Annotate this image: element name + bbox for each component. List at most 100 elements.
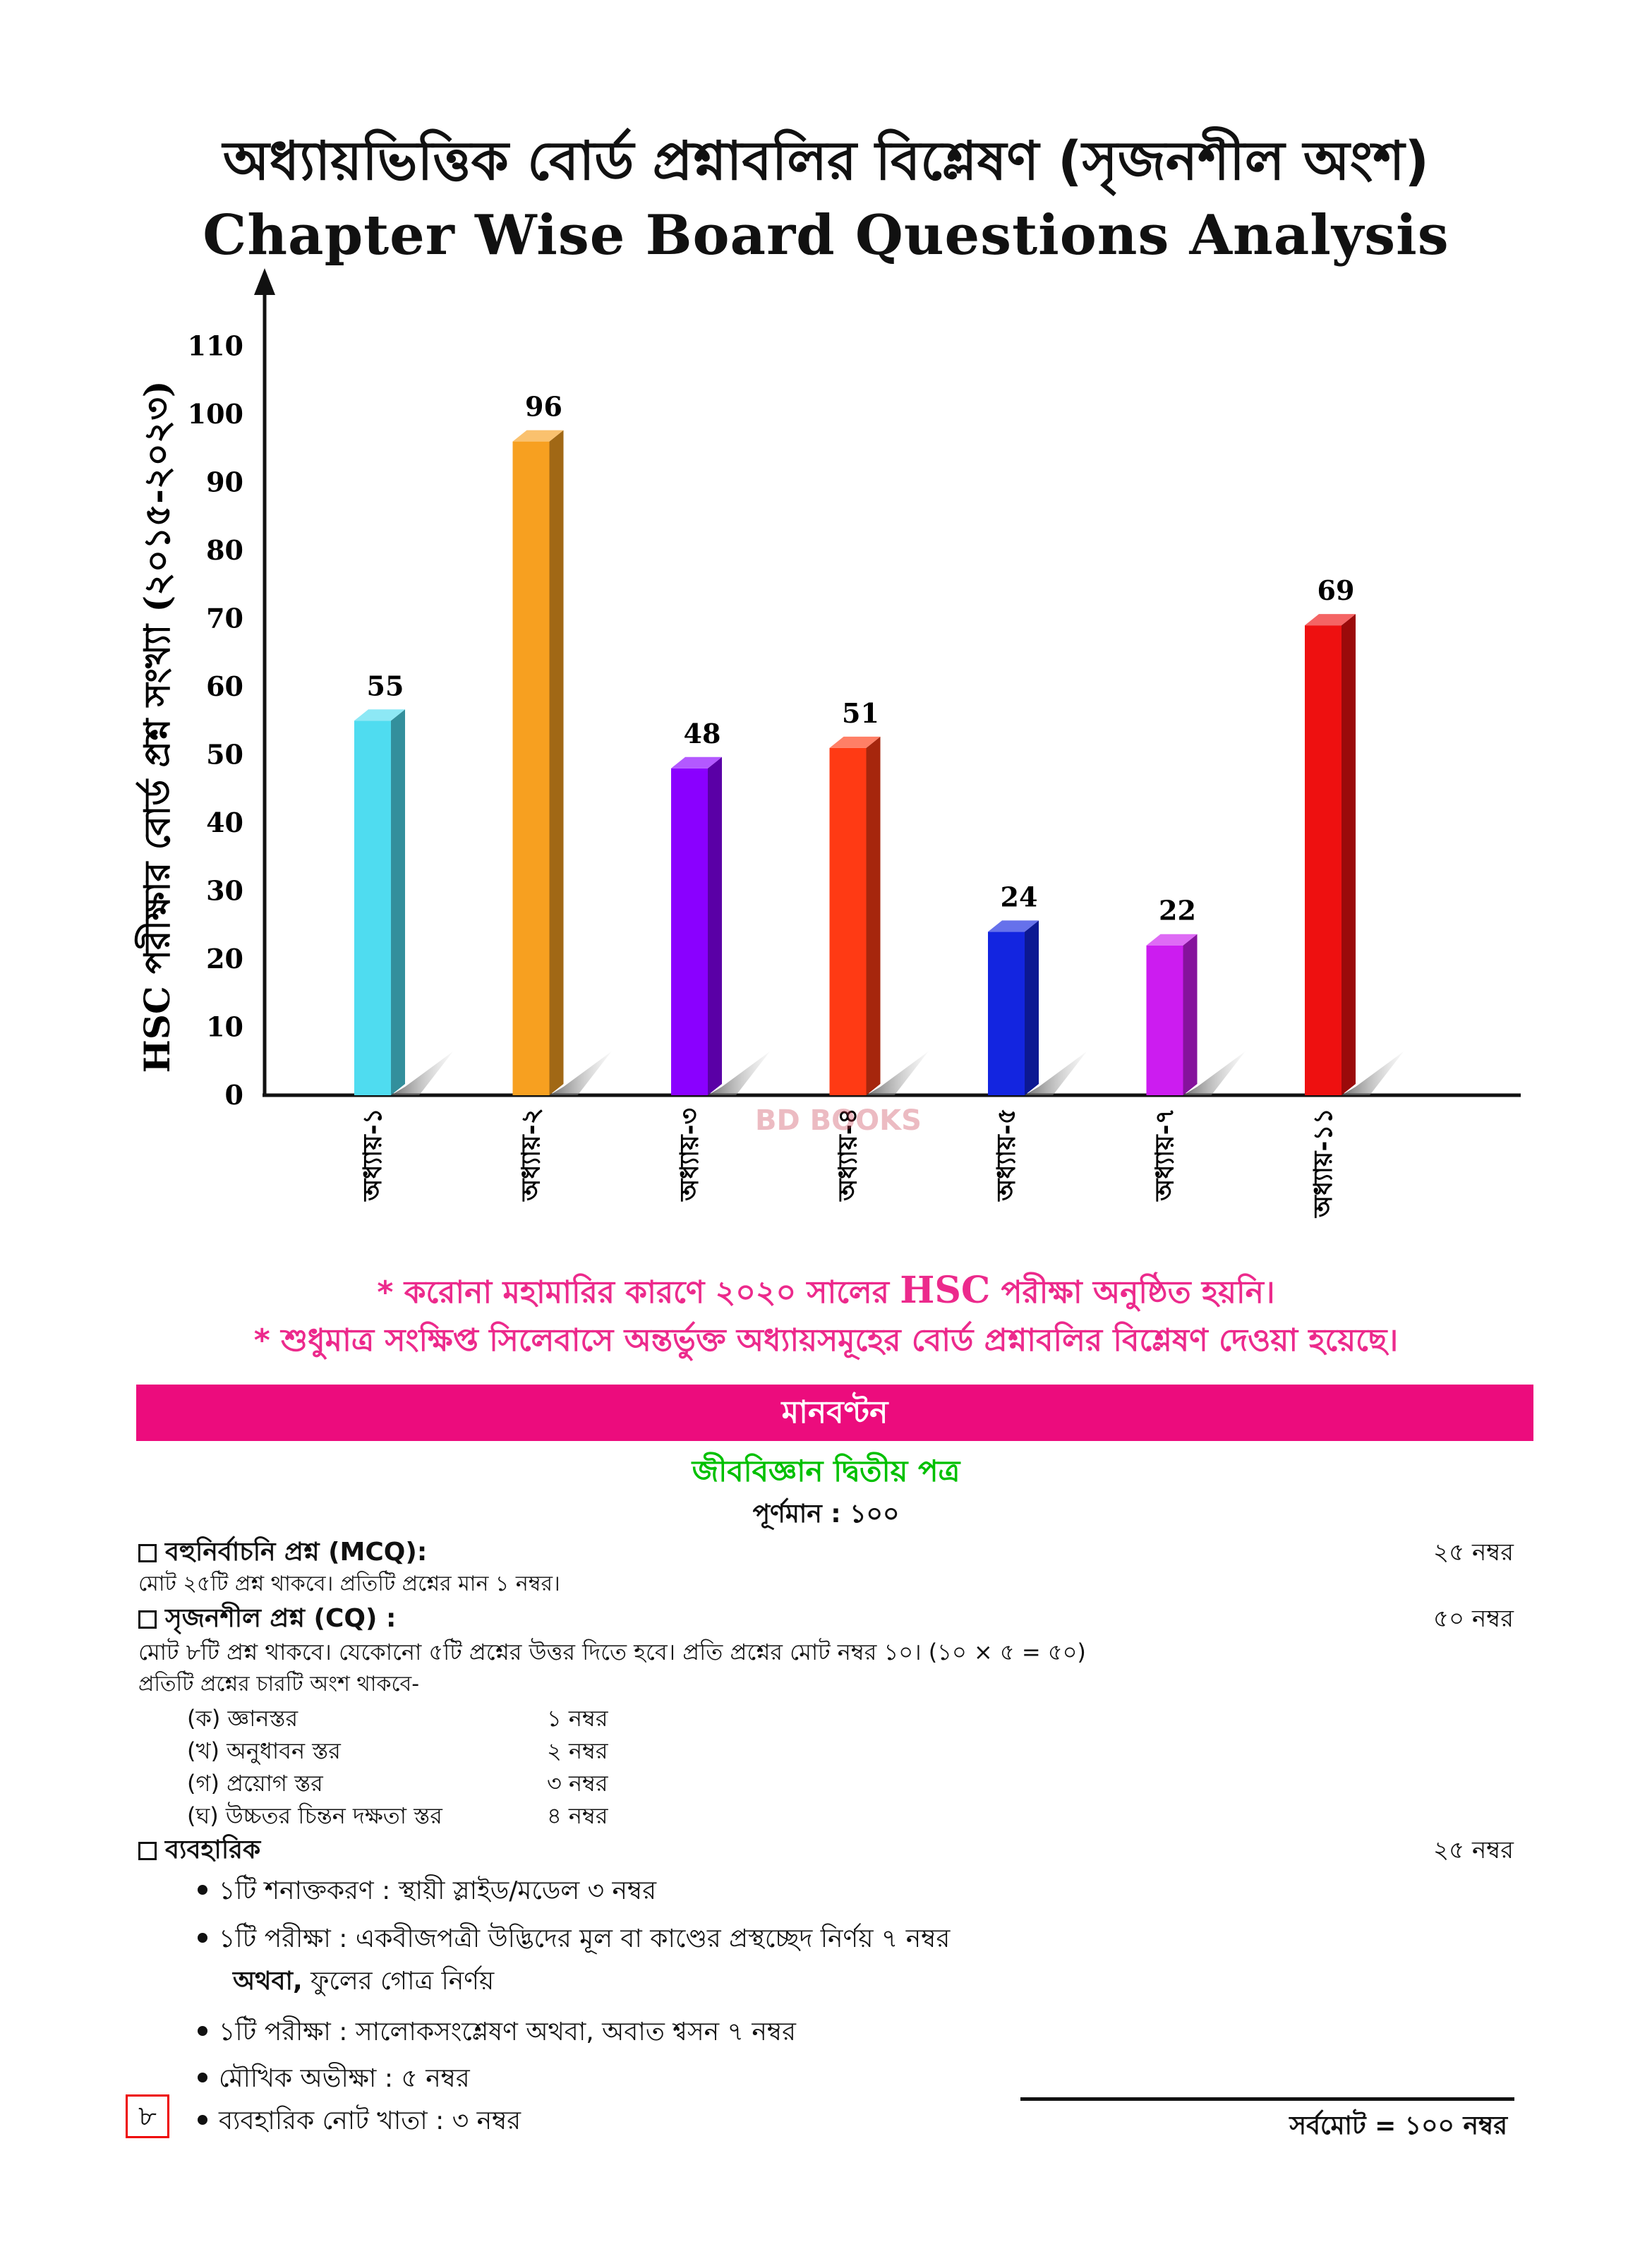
x-tick-labels: অধ্যায়-১ অধ্যায়-২ অধ্যায়-৩ অধ্যায়-৪ অধ্য… — [358, 1108, 1338, 1219]
x-tick-label: অধ্যায়-৪ — [834, 1108, 863, 1202]
bar-shadow — [1183, 1051, 1246, 1095]
bar-shadow — [549, 1051, 612, 1095]
practical-item: মৌখিক অভীক্ষা : ৫ নম্বর — [198, 2059, 470, 2102]
grand-total: সর্বমোট = ১০০ নম্বর — [1289, 2111, 1507, 2140]
data-label: 51 — [842, 697, 879, 729]
data-label: 69 — [1318, 574, 1355, 606]
bar-side — [708, 756, 722, 1095]
data-label: 96 — [525, 391, 562, 423]
bar-side — [549, 430, 564, 1095]
bullet-icon — [198, 1885, 207, 1895]
bars: 55 96 48 51 24 22 69 — [354, 391, 1404, 1095]
y-tick-label: 50 — [206, 739, 243, 771]
bar-top — [354, 709, 405, 721]
y-tick-label: 70 — [206, 603, 243, 634]
bullet-icon — [198, 1933, 207, 1943]
practical-marks: ২৫ নম্বর — [1433, 1836, 1514, 1864]
bar — [829, 736, 929, 1095]
data-label: 48 — [684, 718, 721, 749]
level-name: (ক) জ্ঞানস্তর — [187, 1705, 299, 1732]
bar-shadow — [708, 1051, 770, 1095]
full-marks: পূর্ণমান : ১০০ — [752, 1500, 900, 1529]
notes: * করোনা মহামারির কারণে ২০২০ সালের HSC পর… — [0, 1267, 1652, 1365]
bar-side — [1025, 920, 1039, 1095]
bar-side — [1342, 614, 1356, 1095]
y-ticks: 0 10 20 30 40 50 60 70 80 90 100 110 — [188, 330, 243, 1111]
x-tick-label: অধ্যায়-৩ — [675, 1108, 704, 1202]
x-tick-label: অধ্যায়-১১ — [1309, 1108, 1338, 1219]
bullet-icon — [198, 2026, 207, 2036]
bar-front — [354, 720, 391, 1095]
bar — [988, 920, 1087, 1095]
y-tick-label: 110 — [188, 330, 243, 362]
x-tick-label: অধ্যায়-৫ — [992, 1108, 1021, 1202]
level-marks: ৪ নম্বর — [547, 1802, 608, 1829]
y-axis-title: HSC পরীক্ষার বোর্ড প্রশ্ন সংখ্যা (২০১৫-২… — [134, 380, 178, 1073]
page-title-english: Chapter Wise Board Questions Analysis — [203, 203, 1449, 267]
bar-front — [1305, 625, 1342, 1095]
y-tick-label: 20 — [206, 943, 243, 975]
checkbox-icon — [138, 1544, 157, 1562]
bar-top — [1146, 934, 1198, 946]
level-name: (খ) অনুধাবন স্তর — [187, 1737, 341, 1764]
practical-item: ১টি পরীক্ষা : সালোকসংশ্লেষণ অথবা, অবাত শ… — [198, 2013, 796, 2055]
total-divider — [1020, 2097, 1514, 2101]
y-tick-label: 60 — [206, 670, 243, 702]
y-tick-label: 80 — [206, 534, 243, 566]
practical-item: ১টি পরীক্ষা : একবীজপত্রী উদ্ভিদের মূল বা… — [198, 1919, 950, 1962]
bar-front — [829, 747, 867, 1095]
cq-title: সৃজনশীল প্রশ্ন (CQ) : — [138, 1599, 396, 1641]
watermark: BD BOOKS — [755, 1104, 922, 1137]
y-tick-label: 0 — [225, 1079, 243, 1111]
note-line-2: * শুধুমাত্র সংক্ষিপ্ত সিলেবাসে অন্তর্ভুক… — [253, 1322, 1399, 1358]
note-line-1: * করোনা মহামারির কারণে ২০২০ সালের HSC পর… — [377, 1269, 1275, 1312]
bar — [512, 430, 612, 1095]
page-number: ৮ — [126, 2094, 169, 2138]
data-label: 22 — [1159, 895, 1196, 927]
bar-front — [512, 441, 550, 1095]
bar-top — [1305, 614, 1356, 626]
level-marks: ১ নম্বর — [547, 1705, 608, 1732]
bar-front — [1146, 945, 1183, 1095]
level-marks: ২ নম্বর — [547, 1737, 608, 1764]
bar-top — [829, 736, 881, 748]
bullet-icon — [198, 2073, 207, 2082]
x-tick-label: অধ্যায়-৭ — [1151, 1108, 1180, 1202]
practical-title: ব্যবহারিক — [138, 1831, 260, 1873]
level-marks: ৩ নম্বর — [547, 1770, 608, 1797]
bar-side — [391, 709, 405, 1095]
mcq-desc: মোট ২৫টি প্রশ্ন থাকবে। প্রতিটি প্রশ্নের … — [138, 1572, 560, 1596]
bar-chart: 0 10 20 30 40 50 60 70 80 90 100 110 55 96 48 51 24 22 69… — [134, 268, 1521, 1219]
bar — [1305, 614, 1404, 1095]
level-name: (ঘ) উচ্চতর চিন্তন দক্ষতা স্তর — [187, 1802, 442, 1829]
bar — [354, 709, 453, 1095]
cq-desc-1: মোট ৮টি প্রশ্ন থাকবে। যেকোনো ৫টি প্রশ্নে… — [138, 1639, 1086, 1665]
mcq-marks: ২৫ নম্বর — [1433, 1538, 1514, 1567]
y-tick-label: 30 — [206, 875, 243, 907]
bar-shadow — [866, 1051, 929, 1095]
bar-side — [1183, 934, 1198, 1095]
bar-front — [671, 768, 708, 1095]
bar-top — [671, 756, 722, 768]
cq-desc-2: প্রতিটি প্রশ্নের চারটি অংশ থাকবে- — [138, 1672, 420, 1696]
level-name: (গ) প্রয়োগ স্তর — [187, 1770, 323, 1797]
bar — [671, 756, 770, 1095]
y-tick-label: 90 — [206, 466, 243, 498]
bar-side — [866, 736, 881, 1095]
practical-item: ১টি শনাক্তকরণ : স্থায়ী স্লাইড/মডেল ৩ নম… — [198, 1871, 656, 1914]
bar-shadow — [1025, 1051, 1087, 1095]
bullet-icon — [198, 2115, 207, 2125]
bar-shadow — [391, 1051, 453, 1095]
bar-top — [512, 430, 564, 442]
bar-top — [988, 920, 1039, 932]
checkbox-icon — [138, 1842, 157, 1860]
bar — [1146, 934, 1246, 1095]
x-tick-label: অধ্যায়-১ — [358, 1108, 387, 1202]
practical-alternative: অথবা, ফুলের গোত্র নির্ণয় — [233, 1967, 495, 1996]
data-label: 55 — [367, 670, 404, 701]
mcq-title: বহুনির্বাচনি প্রশ্ন (MCQ): — [138, 1533, 427, 1575]
subject-title: জীববিজ্ঞান দ্বিতীয় পত্র — [692, 1454, 960, 1488]
page-title-bengali: অধ্যায়ভিত্তিক বোর্ড প্রশ্নাবলির বিশ্লেষ… — [222, 129, 1430, 192]
checkbox-icon — [138, 1610, 157, 1629]
cq-marks: ৫০ নম্বর — [1433, 1605, 1514, 1633]
